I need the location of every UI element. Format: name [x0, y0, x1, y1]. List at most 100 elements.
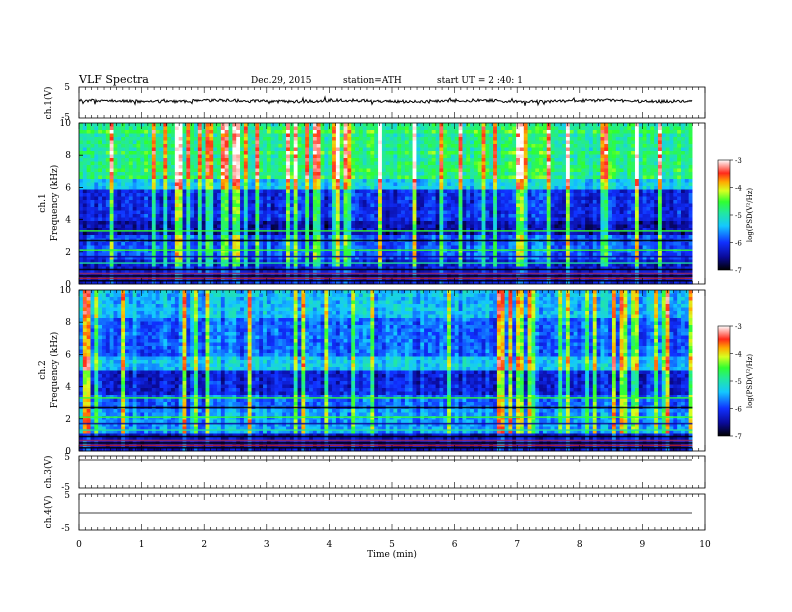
spectrogram-cell	[109, 231, 114, 236]
spectrogram-cell	[581, 175, 586, 180]
spectrogram-cell	[297, 158, 302, 162]
spectrogram-cell	[470, 144, 475, 148]
spectrogram-cell	[132, 147, 137, 152]
spectrogram-cell	[661, 207, 667, 211]
spectrogram-cell	[320, 165, 325, 169]
spectrogram-cell	[286, 137, 291, 141]
spectrogram-cell	[182, 172, 187, 176]
spectrogram-cell	[611, 126, 617, 131]
spectrogram-cell	[516, 161, 521, 166]
spectrogram-cell	[454, 144, 459, 148]
spectrogram-cell	[381, 147, 387, 152]
spectrogram-cell	[447, 207, 452, 211]
spectrogram-cell	[125, 175, 130, 180]
spectrogram-cell	[335, 221, 341, 225]
spectrogram-cell	[527, 144, 532, 148]
spectrogram-cell	[113, 182, 118, 187]
spectrogram-cell	[389, 140, 394, 145]
spectrogram-cell	[243, 154, 249, 159]
spectrogram-cell	[151, 203, 157, 208]
spectrogram-cell	[401, 210, 406, 215]
spectrogram-cell	[343, 193, 348, 197]
spectrogram-cell	[504, 189, 509, 194]
spectrogram-cell	[301, 137, 306, 141]
spectrogram-cell	[259, 126, 264, 131]
spectrogram-cell	[121, 214, 126, 218]
spectrogram-cell	[424, 154, 429, 159]
spectrogram-cell	[477, 168, 482, 173]
spectrogram-cell	[665, 147, 670, 152]
spectrogram-cell	[585, 200, 590, 204]
spectrogram-cell	[454, 140, 459, 145]
spectrogram-cell	[335, 196, 341, 201]
spectrogram-cell	[493, 140, 498, 145]
spectrogram-cell	[332, 196, 337, 201]
spectrogram-cell	[355, 123, 360, 127]
spectrogram-cell	[174, 231, 180, 236]
spectrogram-cell	[125, 123, 130, 127]
spectrogram-cell	[140, 182, 145, 187]
spectrogram-cell	[136, 196, 141, 201]
spectrogram-cell	[113, 224, 118, 229]
spectrogram-cell	[167, 203, 172, 208]
spectrogram-cell	[255, 144, 260, 148]
spectrogram-cell	[661, 214, 667, 218]
spectrogram-cell	[105, 210, 111, 215]
spectrogram-cell	[389, 165, 394, 169]
spectrogram-cell	[224, 196, 229, 201]
spectrogram-cell	[194, 189, 199, 194]
spectrogram-cell	[577, 200, 582, 204]
spectrogram-cell	[627, 200, 632, 204]
spectrogram-cell	[588, 200, 594, 204]
spectrogram-cell	[351, 130, 356, 134]
spectrogram-cell	[240, 154, 245, 159]
spectrogram-cell	[412, 168, 417, 173]
spectrogram-cell	[638, 186, 644, 190]
spectrogram-cell	[190, 179, 195, 183]
spectrogram-cell	[443, 179, 448, 183]
spectrogram-cell	[592, 217, 598, 222]
spectrogram-cell	[458, 217, 463, 222]
spectrogram-cell	[638, 172, 644, 176]
spectrogram-cell	[604, 196, 609, 201]
spectrogram-cell	[427, 123, 433, 127]
spectrogram-cell	[454, 172, 459, 176]
spectrogram-cell	[523, 228, 528, 232]
spectrogram-cell	[588, 154, 594, 159]
spectrogram-cell	[458, 189, 463, 194]
spectrogram-cell	[194, 144, 199, 148]
spectrogram-cell	[588, 193, 594, 197]
spectrogram-cell	[282, 210, 287, 215]
spectrogram-cell	[473, 210, 479, 215]
spectrogram-cell	[117, 133, 122, 138]
spectrogram-cell	[213, 224, 218, 229]
spectrogram-cell	[466, 137, 471, 141]
spectrogram-cell	[335, 147, 341, 152]
spectrogram-cell	[424, 137, 429, 141]
spectrogram-cell	[604, 221, 609, 225]
spectrogram-cell	[669, 179, 674, 183]
spectrogram-cell	[416, 200, 421, 204]
spectrogram-cell	[105, 140, 111, 145]
spectrogram-cell	[82, 203, 88, 208]
spectrogram-cell	[297, 200, 302, 204]
spectrogram-cell	[259, 217, 264, 222]
spectrogram-cell	[450, 147, 456, 152]
spectrogram-cell	[665, 168, 670, 173]
spectrogram-cell	[151, 207, 157, 211]
spectrogram-cell	[466, 133, 471, 138]
spectrogram-cell	[450, 193, 456, 197]
spectrogram-cell	[481, 140, 486, 145]
spectrogram-cell	[243, 175, 249, 180]
spectrogram-cell	[320, 172, 325, 176]
spectrogram-cell	[197, 179, 203, 183]
spectrogram-cell	[569, 123, 575, 127]
spectrogram-cell	[312, 123, 318, 127]
spectrogram-cell	[424, 161, 429, 166]
spectrogram-cell	[301, 207, 306, 211]
spectrogram-cell	[481, 186, 486, 190]
spectrogram-cell	[680, 140, 686, 145]
spectrogram-cell	[220, 161, 226, 166]
spectrogram-cell	[132, 200, 137, 204]
spectrogram-cell	[631, 151, 636, 155]
